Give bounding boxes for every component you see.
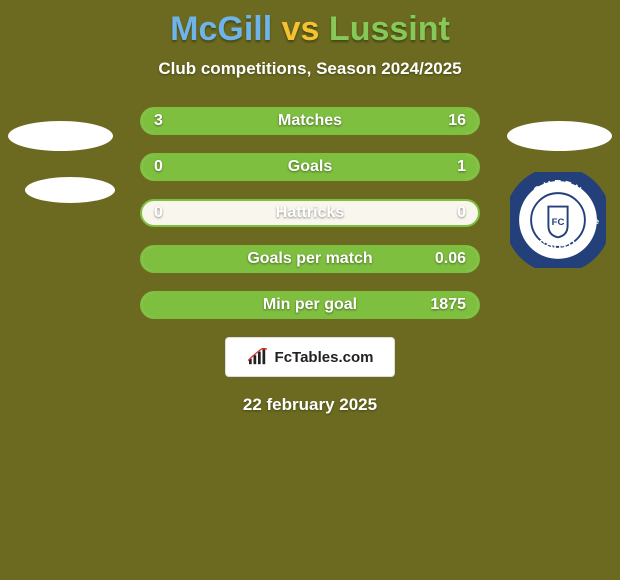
page-title: McGill vs Lussint (0, 0, 620, 49)
bar-label: Min per goal (263, 296, 357, 314)
club-left-placeholder (25, 177, 115, 203)
bar-label: Hattricks (276, 204, 344, 222)
bar-row: Goals per match 0.06 (140, 245, 480, 273)
date: 22 february 2025 (0, 395, 620, 415)
bar-chart-icon (247, 348, 269, 366)
bar-row: Min per goal 1875 (140, 291, 480, 319)
bar-row: 0 Goals 1 (140, 153, 480, 181)
bar-label: Goals (288, 158, 332, 176)
bar-value-left: 0 (154, 158, 163, 176)
flag-left-placeholder (8, 121, 113, 151)
bar-value-right: 1875 (430, 296, 466, 314)
bar-value-left: 0 (154, 204, 163, 222)
branding-pill[interactable]: FcTables.com (225, 337, 395, 377)
bar-value-right: 0 (457, 204, 466, 222)
bar-row: 3 Matches 16 (140, 107, 480, 135)
svg-text:FC: FC (552, 217, 565, 228)
title-player2: Lussint (329, 10, 450, 48)
bar-value-left: 3 (154, 112, 163, 130)
bar-fill-left (142, 109, 196, 133)
bar-row: 0 Hattricks 0 (140, 199, 480, 227)
branding-text: FcTables.com (275, 349, 374, 366)
comparison-bars: 3 Matches 16 0 Goals 1 0 Hattricks 0 Goals per ma… (140, 107, 480, 319)
flag-right-placeholder (507, 121, 612, 151)
club-badge-right: QUEEN SOUTH of the FC (510, 172, 606, 268)
title-vs: vs (282, 10, 320, 48)
bar-value-right: 1 (457, 158, 466, 176)
bar-label: Matches (278, 112, 342, 130)
bar-fill-left (142, 155, 149, 179)
title-player1: McGill (170, 10, 272, 48)
bar-label: Goals per match (247, 250, 372, 268)
bar-value-right: 16 (448, 112, 466, 130)
bar-value-right: 0.06 (435, 250, 466, 268)
badge-left-text: of (519, 216, 527, 226)
badge-right-text: the (586, 216, 599, 226)
subtitle: Club competitions, Season 2024/2025 (0, 59, 620, 79)
